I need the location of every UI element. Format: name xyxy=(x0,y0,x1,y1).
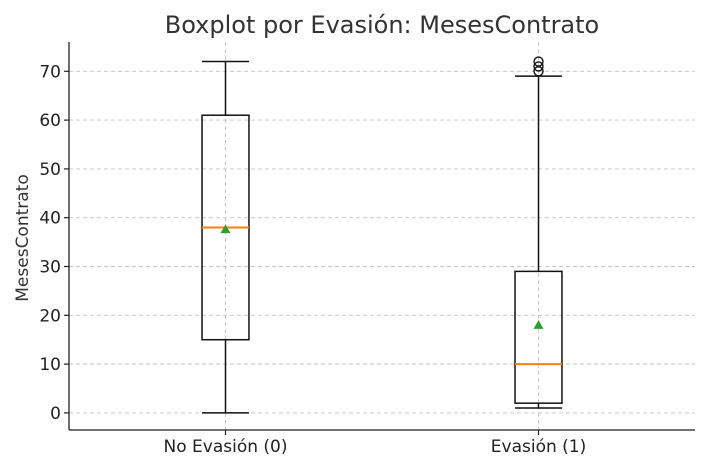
mean-marker xyxy=(533,320,544,329)
box-group xyxy=(201,60,250,414)
y-tick-label: 20 xyxy=(39,306,61,326)
y-tick-label: 60 xyxy=(39,111,61,131)
x-tick-label: No Evasión (0) xyxy=(164,437,288,457)
outlier-point xyxy=(533,56,544,67)
iqr-box xyxy=(514,270,563,404)
y-tick-label: 30 xyxy=(39,258,61,278)
mean-marker xyxy=(220,224,231,234)
y-tick-label: 70 xyxy=(39,62,61,82)
y-axis-label: MesesContrato xyxy=(13,174,33,301)
x-tick-label: Evasión (1) xyxy=(491,437,586,457)
chart-title: Boxplot por Evasión: MesesContrato xyxy=(165,11,599,39)
outlier-point xyxy=(533,61,544,72)
outlier-point xyxy=(533,66,544,77)
y-tick-label: 10 xyxy=(39,355,61,375)
y-tick-label: 0 xyxy=(50,404,61,424)
y-tick-label: 40 xyxy=(39,209,61,229)
y-tick-label: 50 xyxy=(39,160,61,180)
axis-layer: 0 10 20 30 40 50 60 70 No Evasión (0) Evasión (1) xyxy=(39,42,695,457)
plot-layer xyxy=(201,56,563,414)
box-group xyxy=(514,56,563,409)
grid-layer xyxy=(69,42,695,430)
